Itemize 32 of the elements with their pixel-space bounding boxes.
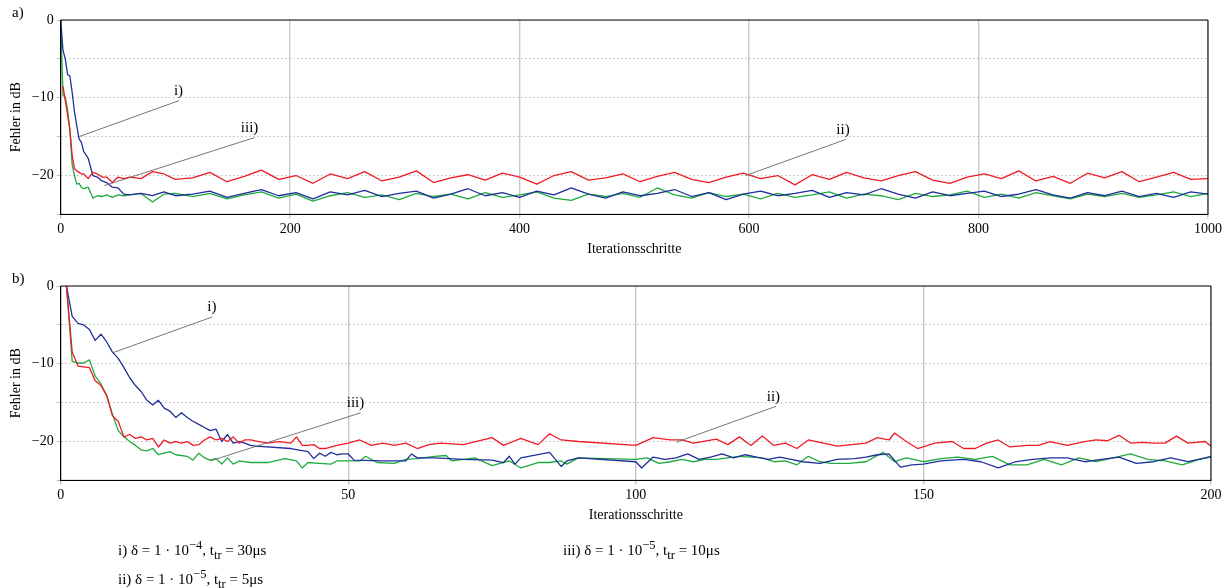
annotation: ii) (836, 120, 850, 138)
annotation: i) (207, 298, 217, 316)
x-tick-label: 150 (912, 487, 934, 503)
x-tick-label: 1000 (1194, 221, 1222, 237)
annotation: iii) (346, 394, 365, 412)
x-tick-label: 400 (509, 221, 531, 237)
annotation: iii) (240, 119, 259, 137)
y-tick-label: −10 (31, 355, 54, 371)
x-axis-title: Iterationsschritte (588, 507, 683, 523)
x-tick-label: 100 (625, 487, 647, 503)
text: iii) δ = 1 · 10$^{−5}$, t$_{tr}$ = 10μs (563, 538, 721, 563)
x-tick-label: 600 (738, 221, 760, 237)
text: i) δ = 1 · 10$^{−4}$, t$_{tr}$ = 30μs (118, 538, 268, 563)
text: ii) δ = 1 · 10$^{−5}$, t$_{tr}$ = 5μs (118, 567, 265, 588)
y-tick-label: −20 (31, 433, 54, 449)
chart-title: a) (12, 4, 24, 21)
annotation: ii) (766, 387, 781, 405)
x-axis-title: Iterationsschritte (587, 241, 682, 257)
y-tick-label: −20 (31, 167, 54, 183)
y-tick-label: 0 (46, 11, 54, 27)
annotation: i) (173, 82, 184, 100)
x-tick-label: 0 (57, 221, 65, 237)
x-tick-label: 0 (57, 487, 65, 503)
y-axis-title: Fehler in dB (8, 348, 24, 419)
y-tick-label: 0 (46, 277, 54, 293)
x-tick-label: 800 (968, 221, 990, 237)
y-axis-title: Fehler in dB (8, 82, 24, 153)
y-tick-label: −10 (31, 89, 54, 105)
x-tick-label: 200 (279, 221, 301, 237)
x-tick-label: 50 (341, 487, 356, 503)
chart-title: b) (12, 270, 25, 287)
x-tick-label: 200 (1200, 487, 1222, 503)
